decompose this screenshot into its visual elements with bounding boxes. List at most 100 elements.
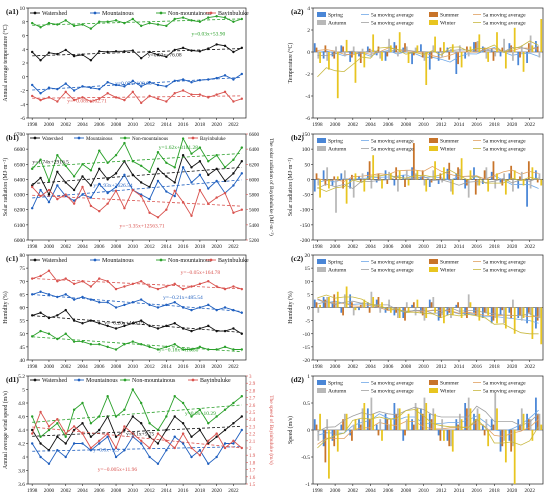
bar-autumn [370,397,373,430]
bar-summer [395,413,398,430]
point-watershed [156,53,160,56]
point-watershed [223,329,227,333]
point-mountainous [72,442,76,445]
point-watershed [39,311,42,314]
point-watershed [98,322,101,325]
bar-autumn [361,408,364,430]
point-mountainous [114,306,118,309]
y-tick-label: 6500 [14,162,25,168]
point-mountainous [114,185,118,189]
point-bayinbuluke [156,216,160,219]
bar-winter [522,179,525,186]
legend-marker-nonmountainous [159,11,163,15]
point-bayinbuluke [30,432,34,435]
point-mountainous [30,207,34,210]
bar-spring [499,430,502,452]
legend-ma-label: 5a moving average [483,381,526,387]
y-right-tick-label: 2.2 [249,433,256,438]
point-bayinbuluke [56,418,59,421]
legend-label-watershed: Watershed [42,378,67,384]
y-tick-label: 5 [307,292,310,298]
bar-winter [443,307,445,324]
bar-spring [428,299,431,308]
moving-average-winter [317,294,539,335]
point-mountainous [123,85,126,88]
x-tick-label: 1998 [312,364,323,370]
bar-summer [501,179,504,186]
point-nonmountainous [81,340,84,343]
y-tick-label: 20 [305,253,311,259]
bar-autumn [485,307,488,313]
bar-autumn [538,173,541,180]
panel-c2: -20 -15 -10 -5 0 5 10 15 20 1998 2000 2002 2004 2006 2… [287,253,544,370]
panel-d2: -1 -0.5 0 0.5 1 1998 2000 2002 2004 2006 2008 2010 2… [287,374,544,494]
point-watershed [190,435,193,438]
legend-marker-mountainous [77,136,81,140]
point-nonmountainous [173,166,176,169]
trend-line-nonmountainous [32,153,242,168]
bar-autumn [485,419,488,430]
bar-spring [411,304,413,308]
legend-label-watershed: Watershed [42,137,63,142]
point-bayinbuluke [240,287,244,291]
bar-winter [469,170,472,180]
bar-summer [404,179,406,187]
legend-marker-watershed [33,11,37,15]
legend-marker-watershed [33,136,37,140]
bar-winter [336,291,339,308]
point-watershed [173,415,176,418]
bar-winter [425,307,428,318]
bar-autumn [458,168,461,180]
bar-spring [411,52,413,65]
bar-summer [368,161,371,180]
bar-summer [395,45,398,52]
legend-label-autumn: Autumn [328,268,347,274]
point-nonmountainous [106,345,109,349]
x-tick-label: 2010 [418,364,429,370]
bar-autumn [423,397,426,430]
point-nonmountainous [64,19,67,22]
point-nonmountainous [223,166,227,169]
bar-spring [340,424,343,430]
x-tick-label: 2012 [144,488,155,494]
point-nonmountainous [190,415,193,418]
x-tick-label: 2004 [77,122,88,128]
x-tick-label: 2016 [178,488,189,494]
point-mountainous [47,200,51,204]
point-bayinbuluke [89,446,93,450]
point-nonmountainous [89,27,93,30]
point-nonmountainous [89,169,93,172]
bar-autumn [467,294,470,308]
point-nonmountainous [114,415,118,418]
point-watershed [240,415,244,418]
x-tick-label: 2020 [507,122,518,128]
point-nonmountainous [181,16,185,19]
bar-spring [464,52,467,59]
point-watershed [207,47,210,50]
trend-equation: y=0.05x−108.00 [115,81,152,87]
bar-summer [368,307,371,313]
point-mountainous [240,311,244,314]
bar-spring [490,171,493,180]
trend-line-nonmountainous [32,404,242,423]
point-nonmountainous [165,161,168,164]
bar-winter [425,179,428,192]
point-mountainous [114,455,118,459]
point-bayinbuluke [81,432,84,435]
point-watershed [131,49,135,52]
bar-spring [375,299,378,308]
bar-spring [384,52,387,61]
point-mountainous [64,455,67,459]
bar-winter [443,430,445,441]
bar-autumn [467,179,470,198]
bar-summer [439,173,442,180]
bar-winter [478,179,481,186]
point-watershed [89,435,93,438]
bar-autumn [326,419,329,430]
point-nonmountainous [106,395,109,398]
x-tick-label: 2014 [454,244,465,250]
legend-ma-label: 5a moving average [371,260,414,266]
point-nonmountainous [165,24,168,28]
legend-swatch-winter [429,20,438,25]
